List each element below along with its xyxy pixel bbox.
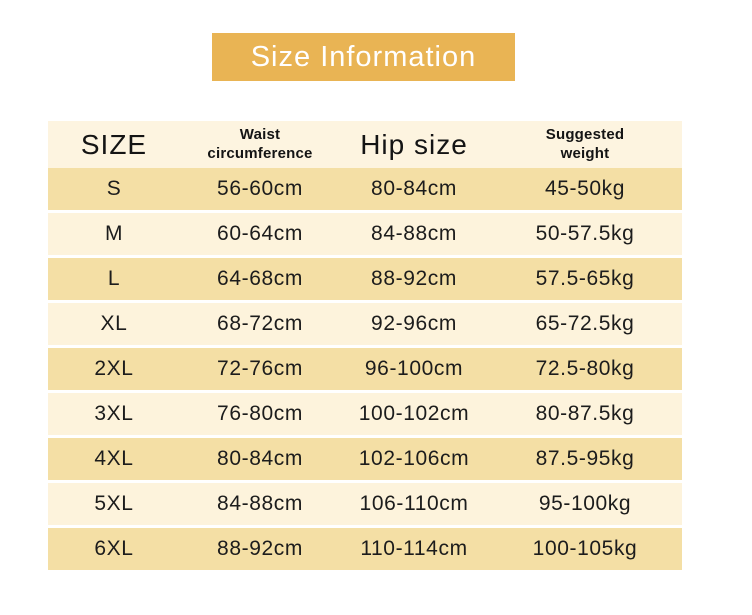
table-row-s: S 56-60cm 80-84cm 45-50kg	[48, 168, 682, 212]
banner-title: Size Information	[250, 40, 477, 73]
weight-cell: 87.5-95kg	[488, 435, 682, 482]
weight-cell: 50-57.5kg	[488, 210, 682, 257]
weight-cell: 65-72.5kg	[488, 300, 682, 347]
header-row: SIZE Waist circumference Hip size Sugges…	[48, 121, 682, 168]
table-row-2xl: 2XL 72-76cm 96-100cm 72.5-80kg	[48, 345, 682, 392]
size-cell: XL	[48, 300, 180, 347]
size-table: SIZE Waist circumference Hip size Sugges…	[48, 121, 682, 570]
waist-cell: 76-80cm	[180, 390, 340, 437]
size-cell: M	[48, 210, 180, 257]
weight-cell: 57.5-65kg	[488, 255, 682, 302]
size-cell: 6XL	[48, 525, 180, 570]
waist-cell: 72-76cm	[180, 345, 340, 392]
table-row-4xl: 4XL 80-84cm 102-106cm 87.5-95kg	[48, 435, 682, 482]
table-row-3xl: 3XL 76-80cm 100-102cm 80-87.5kg	[48, 390, 682, 437]
header-hip-size: Hip size	[340, 121, 488, 168]
waist-cell: 60-64cm	[180, 210, 340, 257]
hip-cell: 106-110cm	[340, 480, 488, 527]
hip-cell: 84-88cm	[340, 210, 488, 257]
size-cell: S	[48, 168, 180, 212]
waist-cell: 80-84cm	[180, 435, 340, 482]
hip-cell: 102-106cm	[340, 435, 488, 482]
header-suggested-weight: Suggested weight	[488, 121, 682, 168]
hip-cell: 92-96cm	[340, 300, 488, 347]
weight-cell: 95-100kg	[488, 480, 682, 527]
size-cell: 5XL	[48, 480, 180, 527]
table-row-l: L 64-68cm 88-92cm 57.5-65kg	[48, 255, 682, 302]
size-table-container: SIZE Waist circumference Hip size Sugges…	[48, 121, 682, 570]
waist-cell: 64-68cm	[180, 255, 340, 302]
waist-cell: 84-88cm	[180, 480, 340, 527]
hip-cell: 80-84cm	[340, 168, 488, 212]
size-cell: L	[48, 255, 180, 302]
table-row-m: M 60-64cm 84-88cm 50-57.5kg	[48, 210, 682, 257]
header-waist-circumference: Waist circumference	[180, 121, 340, 168]
size-cell: 3XL	[48, 390, 180, 437]
weight-cell: 45-50kg	[488, 168, 682, 212]
size-information-banner: Size Information	[212, 33, 515, 81]
waist-cell: 88-92cm	[180, 525, 340, 570]
table-row-6xl: 6XL 88-92cm 110-114cm 100-105kg	[48, 525, 682, 570]
hip-cell: 100-102cm	[340, 390, 488, 437]
weight-cell: 72.5-80kg	[488, 345, 682, 392]
hip-cell: 88-92cm	[340, 255, 488, 302]
weight-cell: 80-87.5kg	[488, 390, 682, 437]
table-row-xl: XL 68-72cm 92-96cm 65-72.5kg	[48, 300, 682, 347]
header-size: SIZE	[48, 121, 180, 168]
table-row-5xl: 5XL 84-88cm 106-110cm 95-100kg	[48, 480, 682, 527]
size-cell: 4XL	[48, 435, 180, 482]
size-cell: 2XL	[48, 345, 180, 392]
hip-cell: 96-100cm	[340, 345, 488, 392]
waist-cell: 56-60cm	[180, 168, 340, 212]
weight-cell: 100-105kg	[488, 525, 682, 570]
waist-cell: 68-72cm	[180, 300, 340, 347]
hip-cell: 110-114cm	[340, 525, 488, 570]
